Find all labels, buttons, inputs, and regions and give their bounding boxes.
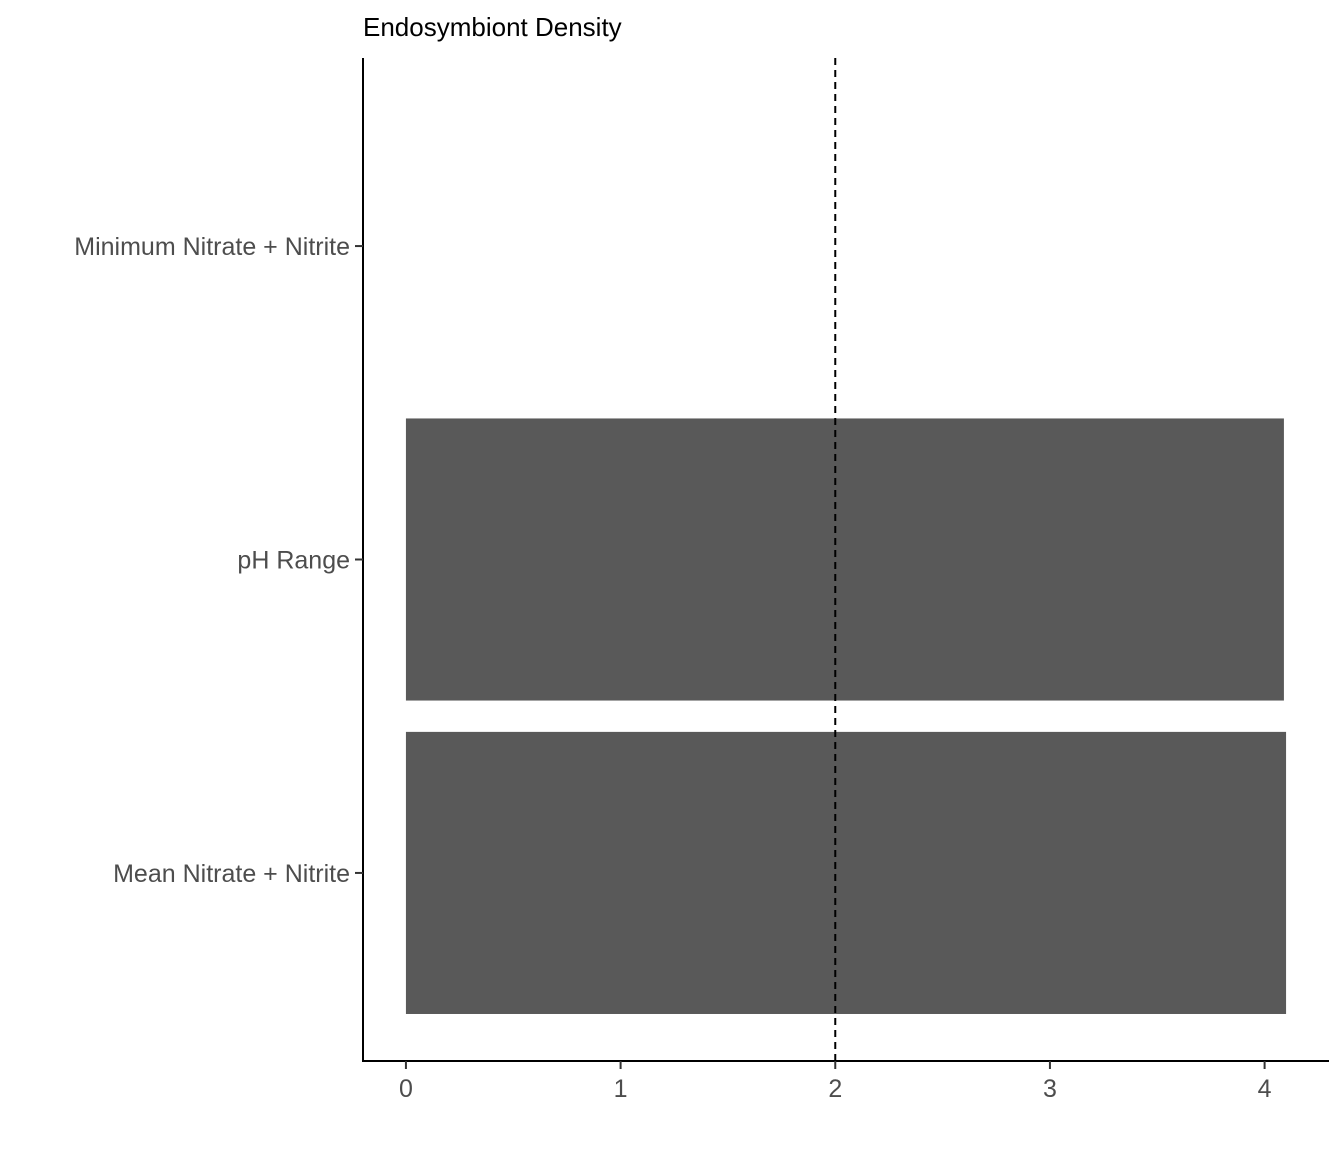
y-tick-label: Mean Nitrate + Nitrite <box>113 860 350 888</box>
bar-mean-nitrate-nitrite <box>406 732 1286 1014</box>
x-tick-label: 2 <box>828 1075 842 1103</box>
y-tick-label: Minimum Nitrate + Nitrite <box>74 233 350 261</box>
x-tick-label: 4 <box>1258 1075 1272 1103</box>
bar-ph-range <box>406 418 1284 700</box>
x-tick-label: 3 <box>1043 1075 1057 1103</box>
x-tick-label: 1 <box>614 1075 628 1103</box>
chart-title: Endosymbiont Density <box>363 12 622 42</box>
x-tick-label: 0 <box>399 1075 413 1103</box>
bars-layer <box>406 418 1286 1014</box>
y-tick-label: pH Range <box>237 547 350 575</box>
